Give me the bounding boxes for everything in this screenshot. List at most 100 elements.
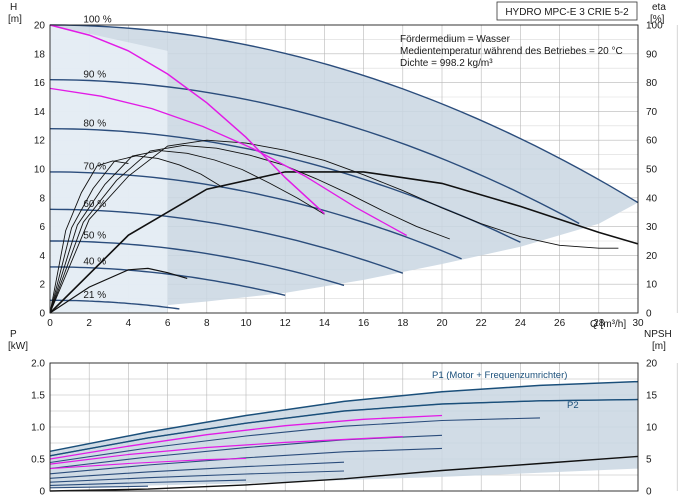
series-label-p2: P2: [567, 400, 579, 411]
y2-tick-label: 70: [646, 107, 658, 118]
y2-axis-label-npsh-unit: [m]: [652, 341, 666, 352]
head-curve-100: [49, 24, 639, 204]
x-tick-label: 22: [476, 318, 488, 329]
power-curve: [49, 485, 149, 489]
y2-tick-label: 0: [646, 487, 652, 498]
y-axis-label-head-unit: [m]: [8, 14, 22, 25]
efficiency-curve: [49, 160, 129, 314]
y-tick-label: 2.0: [31, 359, 45, 370]
y2-tick-label: 10: [646, 280, 658, 291]
speed-label: 90 %: [83, 69, 106, 80]
y2-axis-label-eta-unit: [%]: [650, 14, 665, 25]
y-axis-label-head-symbol: H: [10, 2, 17, 13]
y2-tick-label: 10: [646, 423, 658, 434]
efficiency-curve-small: [49, 267, 188, 314]
y-tick-label: 18: [34, 49, 46, 60]
efficiency-curve: [49, 150, 325, 314]
x-tick-label: 12: [280, 318, 292, 329]
y-tick-label: 2: [39, 280, 45, 291]
p1-curve: [49, 380, 639, 453]
magenta-head-curve: [49, 24, 325, 215]
power-curve: [49, 479, 247, 486]
head-efficiency-plot: 100 %90 %80 %70 %60 %50 %40 %21 %0 2 4 6 8 10…: [34, 15, 678, 329]
speed-label: 50 %: [83, 231, 106, 242]
y2-tick-label: 40: [646, 193, 658, 204]
y-tick-label: 8: [39, 193, 45, 204]
annotation-density: Dichte = 998.2 kg/m³: [400, 58, 493, 69]
y-tick-label: 0: [39, 487, 45, 498]
y-tick-label: 0.5: [31, 455, 45, 466]
x-tick-label: 30: [632, 318, 644, 329]
x-axis-label: Q [m³/h]: [590, 319, 626, 330]
speed-label: 70 %: [83, 161, 106, 172]
y2-axis-label-eta-symbol: eta: [652, 2, 666, 13]
operating-range-area: [50, 25, 638, 313]
x-tick-label: 26: [554, 318, 566, 329]
x-tick-label: 14: [319, 318, 331, 329]
power-npsh-plot: 0 0.5 1.0 1.5 2.0 0 5 10 15 20: [31, 359, 678, 498]
y2-tick-label: 20: [646, 251, 658, 262]
x-tick-label: 18: [397, 318, 409, 329]
x-tick-label: 20: [436, 318, 448, 329]
y2-tick-label: 0: [646, 309, 652, 320]
y2-tick-label: 50: [646, 165, 658, 176]
efficiency-curve-bold: [49, 171, 639, 314]
y2-tick-label: 30: [646, 222, 658, 233]
power-curve: [49, 447, 443, 475]
head-curve-21: [50, 299, 180, 310]
head-curve-40: [50, 266, 286, 296]
y-tick-label: 1.0: [31, 423, 45, 434]
y2-axis-label-npsh-symbol: NPSH: [644, 329, 672, 340]
speed-label: 80 %: [83, 118, 106, 129]
speed-label: 100 %: [83, 15, 111, 26]
y2-tick-label: 80: [646, 78, 658, 89]
power-curve: [49, 461, 345, 479]
y2-tick-label: 5: [646, 455, 652, 466]
x-tick-label: 10: [240, 318, 252, 329]
x-tick-label: 6: [165, 318, 171, 329]
head-curve-60: [49, 208, 404, 274]
y-tick-label: 1.5: [31, 391, 45, 402]
head-curve-50: [50, 240, 345, 287]
x-tick-label: 16: [358, 318, 370, 329]
npsh-curve: [49, 455, 639, 492]
y2-tick-label: 15: [646, 391, 658, 402]
y-tick-label: 6: [39, 222, 45, 233]
power-curve: [49, 470, 345, 483]
efficiency-curve: [49, 144, 450, 314]
annotation-medium: Fördermedium = Wasser: [400, 34, 511, 45]
magenta-efficiency-curve: [49, 87, 408, 237]
head-curve-90: [49, 79, 580, 225]
y2-tick-label: 20: [646, 359, 658, 370]
magenta-power-curve: [49, 457, 247, 470]
efficiency-curve: [49, 155, 223, 314]
y2-tick-label: 100: [646, 21, 663, 32]
chart-text: HYDRO MPC-E 3 CRIE 5-2 H [m] eta [%] P […: [8, 1, 672, 411]
head-curve-70: [50, 171, 462, 260]
x-tick-label: 28: [593, 318, 605, 329]
y-tick-label: 20: [34, 21, 46, 32]
y-tick-label: 12: [34, 136, 46, 147]
y-tick-label: 10: [34, 165, 46, 176]
p2-curve: [49, 398, 639, 457]
x-tick-label: 2: [86, 318, 92, 329]
speed-label: 21 %: [83, 290, 106, 301]
y-tick-label: 16: [34, 78, 46, 89]
y-axis-label-power-unit: [kW]: [8, 341, 28, 352]
y2-tick-label: 60: [646, 136, 658, 147]
y-tick-label: 14: [34, 107, 46, 118]
efficiency-curve: [49, 139, 619, 314]
x-tick-label: 24: [515, 318, 527, 329]
plot-frame-top: [49, 24, 639, 314]
x-tick-label: 0: [47, 318, 53, 329]
x-tick-label: 8: [204, 318, 210, 329]
power-curve: [49, 417, 541, 464]
annotation-temperature: Medientemperatur während des Betriebes =…: [400, 46, 623, 57]
magenta-power-curve: [49, 436, 403, 465]
plot-frame-bottom: [49, 362, 639, 492]
speed-label: 40 %: [83, 256, 106, 267]
x-tick-label: 4: [126, 318, 132, 329]
y-tick-label: 4: [39, 251, 45, 262]
y-axis-label-power-symbol: P: [10, 329, 17, 340]
